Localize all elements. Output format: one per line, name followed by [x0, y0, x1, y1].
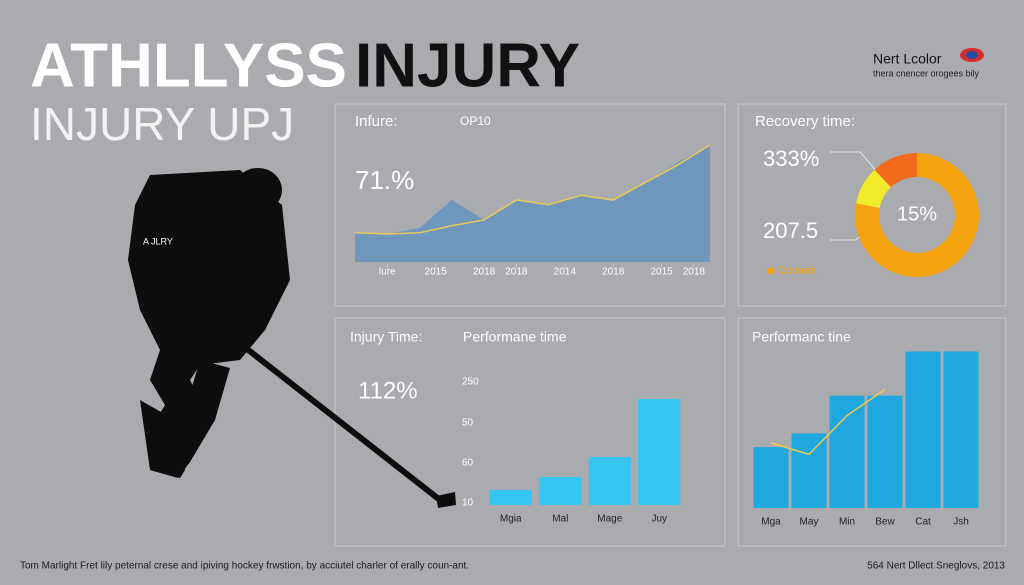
- big-number: 333%: [763, 146, 819, 171]
- x-tick-label: May: [800, 517, 819, 528]
- donut-segment: [855, 153, 979, 277]
- leader-line: [830, 151, 881, 176]
- stick-blade: [436, 492, 456, 508]
- x-tick-label: Juy: [651, 514, 667, 525]
- y-tick-label: 250: [462, 377, 479, 388]
- bar: [489, 490, 532, 505]
- y-tick-label: 60: [462, 458, 474, 469]
- bar: [829, 395, 865, 508]
- x-tick-label: 2015: [425, 267, 448, 278]
- x-tick-label: Mga: [761, 517, 781, 528]
- logo-tagline: thera cnencer orogees bily: [873, 68, 980, 78]
- x-tick-label: Cat: [915, 517, 931, 528]
- line: [770, 388, 886, 456]
- bar: [753, 447, 789, 508]
- bar: [905, 351, 941, 508]
- panel: [737, 317, 1007, 547]
- panel-title: Performanc tine: [752, 329, 851, 345]
- panel-title: Recovery time:: [755, 113, 855, 130]
- jersey-text: A JLRY: [143, 236, 173, 246]
- x-tick-label: 2014: [554, 267, 577, 278]
- y-tick-label: 50: [462, 418, 474, 429]
- bar: [943, 351, 979, 508]
- big-number: 112%: [358, 377, 418, 404]
- x-tick-label: 2018: [602, 267, 625, 278]
- x-tick-label: Min: [839, 517, 855, 528]
- title-white: ATHLLYSS: [30, 31, 347, 100]
- x-tick-label: Jsh: [953, 517, 969, 528]
- panel: [334, 317, 726, 547]
- y-tick-label: 10: [462, 498, 474, 509]
- area: [355, 145, 710, 262]
- center-label: 15%: [897, 203, 937, 225]
- panel-title: Infure:: [355, 113, 398, 130]
- subtitle: INJURY UPJ: [30, 98, 294, 150]
- big-number: 71.%: [355, 165, 414, 195]
- x-tick-label: lure: [379, 267, 396, 278]
- x-tick-label: Mgia: [500, 514, 522, 525]
- donut-segment: [856, 169, 891, 208]
- x-tick-label: Mal: [552, 514, 568, 525]
- donut-segment: [874, 153, 917, 188]
- panel: [737, 103, 1007, 307]
- line: [354, 144, 711, 235]
- panel-subtitle: OP10: [460, 114, 491, 128]
- legend-label: Comers: [778, 265, 817, 277]
- x-tick-label: 2018: [473, 267, 496, 278]
- bar: [791, 433, 827, 508]
- logo-name: Nert Lcolor: [873, 51, 942, 67]
- logo-icon: [966, 51, 978, 59]
- bar: [638, 399, 681, 505]
- stick: [240, 342, 442, 503]
- player: [128, 168, 290, 478]
- bar: [539, 477, 582, 505]
- panel-label: Injury Time:: [350, 329, 422, 345]
- panel: [334, 103, 726, 307]
- bar: [867, 395, 903, 508]
- footer-right: 564 Nert Dllect Sneglovs, 2013: [867, 561, 1005, 572]
- legend-dot: [767, 267, 775, 275]
- title-black: INJURY: [355, 31, 580, 100]
- x-tick-label: Bew: [875, 517, 895, 528]
- bar: [588, 457, 631, 505]
- x-tick-label: 2015: [650, 267, 673, 278]
- footer-left: Tom Marlight Fret lily peternal crese an…: [20, 561, 469, 572]
- x-tick-label: 2018: [683, 267, 706, 278]
- x-tick-label: Mage: [597, 514, 622, 525]
- x-tick-label: 2018: [505, 267, 528, 278]
- big-number: 207.5: [763, 218, 818, 243]
- panel-title: Performane time: [463, 329, 567, 345]
